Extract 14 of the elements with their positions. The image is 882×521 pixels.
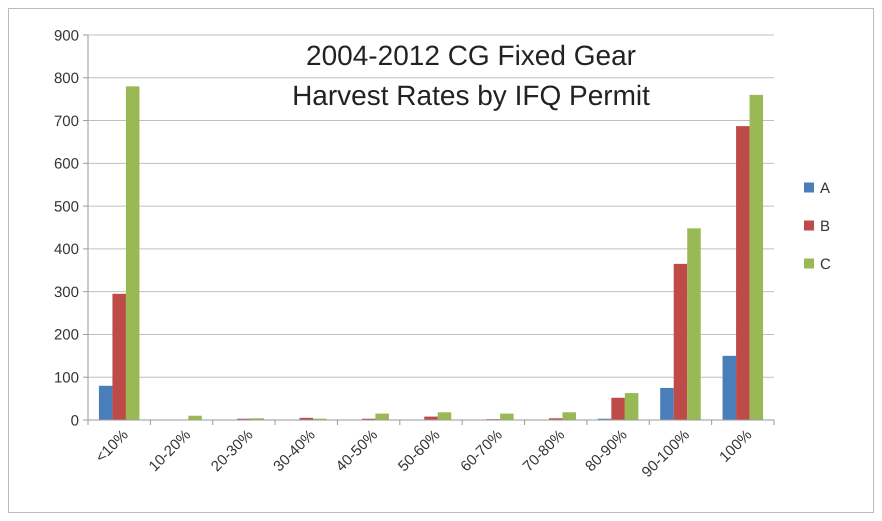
y-tick-label: 100	[54, 369, 79, 386]
y-tick-label: 700	[54, 112, 79, 130]
y-tick-label: 800	[54, 70, 79, 88]
y-tick-label: 0	[70, 412, 79, 430]
y-tick-label: 200	[54, 326, 79, 344]
y-tick-label: 600	[54, 156, 79, 173]
y-tick-label: 500	[54, 198, 79, 216]
y-tick-label: 900	[54, 27, 79, 44]
legend-label: A	[820, 180, 830, 197]
legend-label: B	[820, 218, 830, 235]
y-tick-label: 400	[54, 241, 79, 258]
y-tick-label: 300	[54, 284, 79, 301]
text: 2004-2012 CG Fixed Gear Harvest Rates by IFQ Permit	[292, 40, 650, 111]
legend-label: C	[820, 256, 831, 273]
